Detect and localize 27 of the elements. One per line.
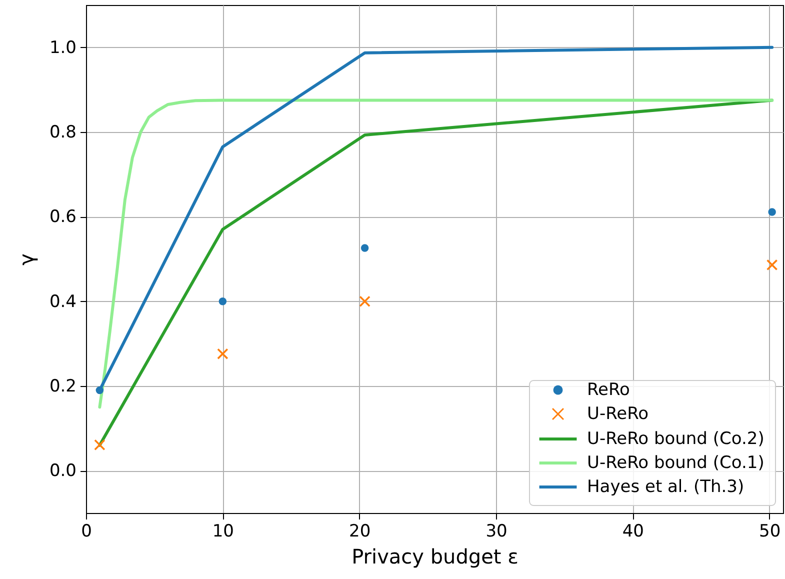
legend-label: U-ReRo bound (Co.1) xyxy=(587,453,764,473)
y-tick-label: 0.6 xyxy=(49,207,76,228)
legend-label: U-ReRo bound (Co.2) xyxy=(587,429,764,449)
x-tick-label: 40 xyxy=(622,522,644,542)
y-tick-label: 0.8 xyxy=(49,122,76,142)
point xyxy=(768,208,776,216)
legend-label: Hayes et al. (Th.3) xyxy=(587,477,744,497)
legend-label: U-ReRo xyxy=(587,404,649,424)
x-tick-label: 30 xyxy=(486,522,508,542)
legend-label: ReRo xyxy=(587,380,630,400)
point xyxy=(94,439,106,450)
x-tick-label: 10 xyxy=(212,522,234,542)
point xyxy=(217,348,228,360)
point xyxy=(766,259,778,271)
x-tick-label: 20 xyxy=(349,522,371,542)
x-tick-label: 50 xyxy=(759,522,781,542)
point xyxy=(360,244,369,252)
y-tick-label: 0.0 xyxy=(49,461,76,482)
y-axis-title: γ xyxy=(14,253,38,266)
x-axis-title: Privacy budget ε xyxy=(352,544,518,568)
x-tick-label: 0 xyxy=(81,522,92,542)
y-tick-label: 0.4 xyxy=(49,292,76,312)
point xyxy=(359,296,370,307)
y-tick-label: 0.2 xyxy=(49,376,76,396)
y-tick-label: 1.0 xyxy=(49,38,76,58)
point xyxy=(218,297,227,306)
point xyxy=(96,386,104,394)
